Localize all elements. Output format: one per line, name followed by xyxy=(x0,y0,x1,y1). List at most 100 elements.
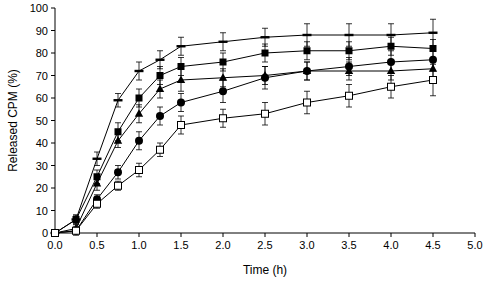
x-tick xyxy=(475,233,476,237)
y-tick-label: 10 xyxy=(36,205,48,217)
y-tick xyxy=(51,210,55,211)
point xyxy=(304,99,311,106)
error-cap xyxy=(430,39,436,40)
error-cap xyxy=(73,235,79,236)
series xyxy=(51,19,438,235)
series xyxy=(51,49,437,238)
point xyxy=(345,63,353,71)
point xyxy=(136,95,143,102)
error-cap xyxy=(262,66,268,67)
error-cap xyxy=(346,107,352,108)
error-cap xyxy=(304,62,310,63)
point xyxy=(387,58,395,66)
error-cap xyxy=(388,23,394,24)
error-cap xyxy=(136,62,142,63)
error-cap xyxy=(136,104,142,105)
error-cap xyxy=(220,109,226,110)
error-bar xyxy=(262,103,268,126)
x-tick xyxy=(307,233,308,237)
point xyxy=(51,229,59,237)
error-bar xyxy=(136,163,142,177)
y-tick xyxy=(51,188,55,189)
error-cap xyxy=(346,80,352,81)
point xyxy=(220,115,227,122)
point xyxy=(156,59,165,61)
y-tick-label: 50 xyxy=(36,115,48,127)
error-cap xyxy=(220,80,226,81)
point xyxy=(219,87,227,95)
error-bar xyxy=(73,226,79,235)
point xyxy=(73,216,80,223)
error-bar xyxy=(94,199,100,208)
error-cap xyxy=(388,73,394,74)
error-bar xyxy=(73,215,79,224)
error-cap xyxy=(262,89,268,90)
x-tick-label: 4.5 xyxy=(425,239,440,251)
error-cap xyxy=(262,102,268,103)
y-tick xyxy=(51,30,55,31)
error-cap xyxy=(136,89,142,90)
point xyxy=(93,179,101,187)
y-tick xyxy=(51,8,55,9)
error-bar xyxy=(136,89,142,107)
error-bar xyxy=(136,132,142,150)
point xyxy=(114,168,122,176)
point xyxy=(135,109,143,117)
error-cap xyxy=(262,28,268,29)
point xyxy=(430,77,437,84)
error-cap xyxy=(220,53,226,54)
point xyxy=(262,50,269,57)
series xyxy=(51,60,437,236)
error-cap xyxy=(157,50,163,51)
error-cap xyxy=(304,62,310,63)
error-cap xyxy=(262,44,268,45)
error-cap xyxy=(115,147,121,148)
error-cap xyxy=(136,149,142,150)
error-cap xyxy=(73,226,79,227)
x-tick-label: 2.5 xyxy=(257,239,272,251)
x-tick-label: 4.0 xyxy=(383,239,398,251)
x-tick-label: 1.5 xyxy=(173,239,188,251)
x-tick-label: 5.0 xyxy=(467,239,482,251)
error-bar xyxy=(346,85,352,108)
error-bar xyxy=(157,143,163,157)
error-cap xyxy=(157,143,163,144)
error-cap xyxy=(304,41,310,42)
error-cap xyxy=(304,80,310,81)
error-bar xyxy=(346,58,352,76)
error-cap xyxy=(157,66,163,67)
x-tick xyxy=(265,233,266,237)
point xyxy=(156,85,164,93)
point xyxy=(72,227,80,235)
point xyxy=(429,56,437,64)
point xyxy=(115,128,122,135)
error-cap xyxy=(304,113,310,114)
point xyxy=(177,99,185,107)
error-bar xyxy=(430,64,436,96)
error-cap xyxy=(157,107,163,108)
point xyxy=(303,67,311,75)
y-tick-label: 30 xyxy=(36,160,48,172)
point xyxy=(387,34,396,36)
error-bar xyxy=(115,181,121,190)
y-tick-label: 0 xyxy=(42,227,48,239)
error-cap xyxy=(262,125,268,126)
error-cap xyxy=(178,116,184,117)
error-cap xyxy=(346,23,352,24)
point xyxy=(135,70,144,72)
error-cap xyxy=(388,75,394,76)
error-cap xyxy=(178,91,184,92)
y-tick-label: 70 xyxy=(36,70,48,82)
error-bar xyxy=(304,62,310,80)
point xyxy=(114,99,123,101)
error-bar xyxy=(73,215,79,224)
point xyxy=(51,229,59,237)
error-cap xyxy=(220,32,226,33)
error-cap xyxy=(94,194,100,195)
error-cap xyxy=(304,91,310,92)
y-tick-label: 60 xyxy=(36,92,48,104)
plot-area xyxy=(51,19,438,237)
x-tick xyxy=(433,233,434,237)
point xyxy=(177,45,186,47)
x-tick-label: 0.5 xyxy=(89,239,104,251)
